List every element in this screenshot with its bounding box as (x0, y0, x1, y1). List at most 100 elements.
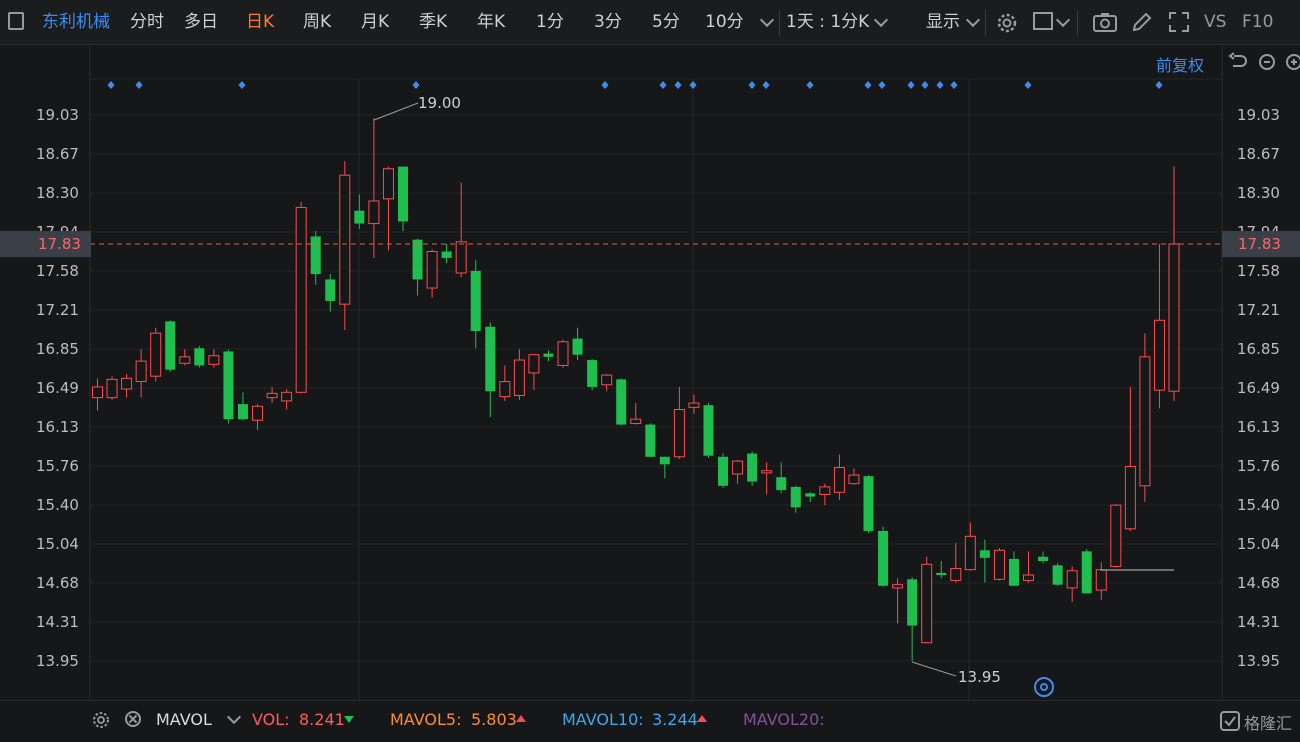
candle[interactable] (921, 556, 933, 644)
event-marker[interactable] (950, 81, 958, 89)
candle[interactable] (805, 492, 816, 502)
candle[interactable] (412, 238, 423, 296)
candle[interactable] (1081, 549, 1092, 594)
tab-5min[interactable]: 5分 (652, 12, 680, 32)
candle[interactable] (281, 389, 293, 410)
candle[interactable] (513, 349, 525, 400)
candle[interactable] (455, 182, 467, 278)
candle[interactable] (528, 354, 540, 391)
candle[interactable] (1124, 386, 1136, 531)
close-icon[interactable] (125, 711, 141, 727)
candle[interactable] (979, 539, 990, 583)
candle[interactable] (1008, 551, 1019, 586)
zoom-in-icon[interactable] (1286, 54, 1300, 70)
candle[interactable] (1023, 551, 1035, 583)
candle[interactable] (368, 118, 380, 258)
event-marker[interactable] (921, 81, 929, 89)
candle[interactable] (223, 349, 234, 424)
event-marker[interactable] (907, 81, 915, 89)
candle[interactable] (833, 454, 845, 500)
tab-yearly-k[interactable]: 年K (477, 12, 506, 32)
event-marker[interactable] (107, 81, 115, 89)
event-marker[interactable] (238, 81, 246, 89)
stock-name[interactable]: 东利机械 (42, 12, 110, 32)
candle[interactable] (964, 522, 976, 571)
candle[interactable] (92, 378, 103, 411)
candle[interactable] (354, 194, 365, 229)
candle[interactable] (485, 322, 496, 418)
candle[interactable] (237, 392, 248, 421)
candle[interactable] (659, 456, 670, 479)
sidebar-toggle-icon[interactable] (8, 12, 24, 30)
candle[interactable] (616, 378, 627, 426)
event-icon[interactable] (1034, 677, 1054, 697)
candle[interactable] (165, 320, 176, 372)
layout-icon[interactable] (1033, 12, 1053, 30)
candle[interactable] (1038, 551, 1049, 564)
indicator-name[interactable]: MAVOL (156, 710, 212, 729)
candle[interactable] (382, 166, 394, 251)
tab-intraday[interactable]: 分时 (130, 12, 164, 32)
fullscreen-icon[interactable] (1168, 11, 1190, 33)
candle[interactable] (907, 577, 918, 661)
candle[interactable] (673, 386, 685, 459)
candle[interactable] (252, 404, 264, 430)
candle[interactable] (1066, 566, 1078, 602)
candle[interactable] (426, 249, 438, 298)
candle[interactable] (950, 542, 962, 583)
undo-icon[interactable] (1228, 52, 1248, 72)
event-marker[interactable] (748, 81, 756, 89)
candle[interactable] (936, 561, 947, 579)
event-marker[interactable] (878, 81, 886, 89)
candle[interactable] (892, 578, 904, 624)
tab-quarterly-k[interactable]: 季K (419, 12, 448, 32)
candle[interactable] (732, 460, 744, 484)
pencil-icon[interactable] (1131, 11, 1153, 33)
candle[interactable] (150, 327, 162, 382)
candle[interactable] (325, 274, 336, 312)
candle[interactable] (790, 485, 801, 513)
candle[interactable] (587, 358, 598, 391)
candle[interactable] (470, 260, 481, 349)
event-marker[interactable] (1024, 81, 1032, 89)
candle[interactable] (688, 394, 700, 414)
tab-10min[interactable]: 10分 (705, 12, 744, 32)
tab-3min[interactable]: 3分 (594, 12, 622, 32)
candle[interactable] (310, 231, 321, 285)
event-marker[interactable] (601, 81, 609, 89)
tab-monthly-k[interactable]: 月K (361, 12, 390, 32)
candle[interactable] (266, 386, 278, 404)
candle[interactable] (499, 365, 511, 401)
candle[interactable] (1095, 562, 1107, 600)
vs-button[interactable]: VS (1204, 12, 1227, 32)
event-marker[interactable] (674, 81, 682, 89)
candle[interactable] (106, 376, 118, 400)
event-marker[interactable] (1155, 81, 1163, 89)
candle[interactable] (135, 349, 147, 398)
event-marker[interactable] (135, 81, 143, 89)
candle[interactable] (776, 462, 787, 494)
zoom-out-icon[interactable] (1259, 54, 1275, 70)
candle[interactable] (1052, 563, 1063, 586)
event-marker[interactable] (412, 81, 420, 89)
candle[interactable] (557, 339, 569, 368)
candle[interactable] (295, 202, 307, 394)
tab-1min[interactable]: 1分 (536, 12, 564, 32)
candle[interactable] (601, 374, 613, 392)
f10-button[interactable]: F10 (1242, 12, 1274, 32)
candle[interactable] (1139, 333, 1151, 502)
adjust-mode[interactable]: 前复权 (1156, 56, 1205, 75)
chevron-down-icon[interactable] (226, 709, 242, 725)
period-combo[interactable]: 1天 : 1分K (786, 12, 870, 32)
candle[interactable] (645, 423, 656, 457)
tab-multiday[interactable]: 多日 (184, 12, 218, 32)
candle[interactable] (339, 161, 351, 330)
event-marker[interactable] (659, 81, 667, 89)
candle[interactable] (194, 346, 205, 368)
candle[interactable] (1110, 504, 1122, 568)
candle[interactable] (572, 327, 583, 361)
candlestick-chart[interactable]: 19.00 13.95 (0, 0, 1300, 700)
candle[interactable] (747, 451, 758, 486)
candle[interactable] (121, 374, 133, 398)
candle[interactable] (848, 468, 860, 485)
